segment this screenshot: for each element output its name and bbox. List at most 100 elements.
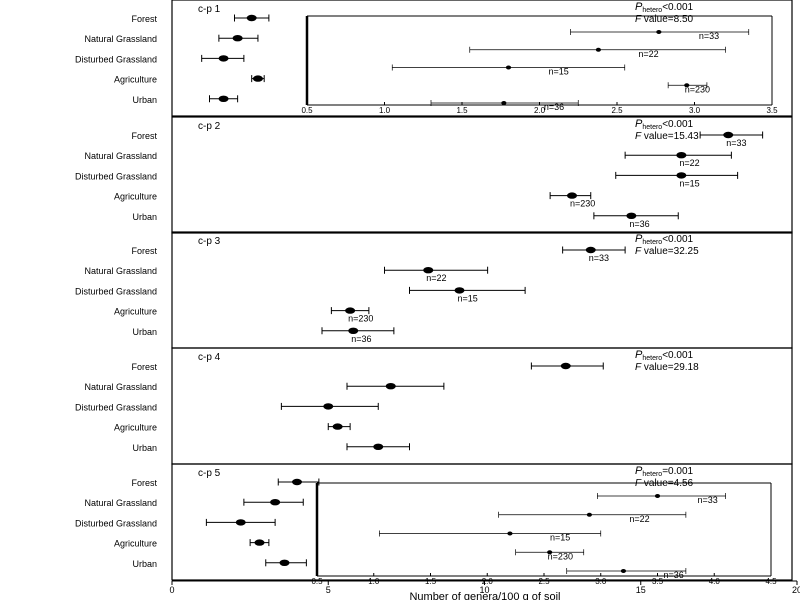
category-label: Disturbed Grassland	[75, 518, 157, 528]
inset-plot: 0.5 1.0 1.5 2.0 2.5 3.0 3.5 n=33 n=22 n=15 n=230 n=…	[301, 15, 778, 115]
n-label: n=33	[726, 138, 746, 148]
mean-point-2	[505, 65, 512, 70]
x-tick-label: 0	[169, 585, 174, 595]
mean-point-3	[567, 192, 577, 199]
x-tick-label: 15	[636, 585, 646, 595]
category-label: Natural Grassland	[84, 266, 157, 276]
category-label: Agriculture	[114, 307, 157, 317]
inset-n-label: n=33	[698, 495, 718, 505]
mean-point-0	[292, 478, 302, 486]
category-label: Agriculture	[114, 192, 157, 202]
category-label: Urban	[132, 443, 157, 453]
category-label: Forest	[131, 362, 157, 372]
mean-point-2	[218, 55, 229, 62]
mean-point-1	[676, 152, 687, 159]
mean-point-0	[723, 131, 734, 139]
inset-n-label: n=230	[548, 551, 573, 561]
mean-point-4	[501, 101, 507, 105]
mean-point-3	[345, 307, 356, 314]
mean-point-1	[232, 35, 243, 42]
panel-title: c-p 3	[198, 236, 221, 247]
inset-n-label: n=22	[629, 514, 649, 524]
mean-point-4	[279, 559, 290, 566]
inset-tick-label: 1.0	[379, 106, 391, 115]
category-label: Disturbed Grassland	[75, 286, 157, 296]
x-tick-label: 10	[479, 585, 489, 595]
x-axis-label: Number of genera/100 g of soil	[409, 591, 560, 600]
category-label: Natural Grassland	[84, 498, 157, 508]
n-label: n=36	[351, 334, 371, 344]
x-tick-label: 5	[326, 585, 331, 595]
mean-point-2	[323, 403, 334, 410]
panel-frame	[171, 463, 793, 581]
mean-point-3	[332, 423, 343, 430]
mean-point-4	[348, 327, 359, 334]
category-label: Forest	[131, 131, 157, 141]
inset-tick-label: 2.5	[611, 106, 623, 115]
inset-n-label: n=33	[699, 31, 719, 41]
mean-point-0	[585, 246, 596, 254]
panel-title: c-p 5	[198, 468, 221, 479]
category-label: Urban	[132, 95, 157, 105]
category-label: Forest	[131, 246, 157, 256]
panel-frame	[171, 0, 793, 117]
mean-point-4	[620, 569, 627, 573]
mean-point-1	[270, 499, 281, 506]
mean-point-3	[547, 550, 553, 555]
mean-point-3	[252, 75, 263, 82]
category-label: Agriculture	[114, 539, 157, 549]
mean-point-2	[676, 172, 687, 179]
n-label: n=230	[570, 199, 595, 209]
stat-p-value: Phetero<0.001	[635, 118, 694, 131]
inset-tick-label: 2.0	[534, 106, 546, 115]
stat-f-value: F value=29.18	[635, 362, 699, 373]
stat-f-value: F value=15.43	[635, 131, 699, 142]
category-label: Agriculture	[114, 423, 157, 433]
x-tick-label: 20	[792, 585, 800, 595]
inset-tick-label: 0.5	[301, 106, 313, 115]
mean-point-2	[507, 531, 513, 536]
panel-title: c-p 1	[198, 4, 221, 15]
mean-point-1	[595, 47, 602, 52]
inset-n-label: n=15	[549, 67, 569, 77]
inset-n-label: n=36	[663, 570, 683, 580]
mean-point-1	[586, 512, 593, 517]
mean-point-2	[235, 519, 246, 526]
category-label: Disturbed Grassland	[75, 54, 157, 64]
n-label: n=22	[426, 273, 446, 283]
stat-p-value: Phetero<0.001	[635, 349, 694, 362]
panel-frame	[171, 347, 793, 465]
n-label: n=36	[629, 219, 649, 229]
panel-title: c-p 2	[198, 121, 221, 132]
mean-point-4	[218, 95, 229, 103]
category-label: Agriculture	[114, 75, 157, 85]
category-label: Urban	[132, 559, 157, 569]
inset-tick-label: 1.5	[456, 106, 468, 115]
panel-title: c-p 4	[198, 352, 221, 363]
x-axis: 0 5 10 15 20	[169, 580, 800, 595]
category-label: Natural Grassland	[84, 151, 157, 161]
stat-f-value: F value=32.25	[635, 246, 699, 257]
category-label: Forest	[131, 14, 157, 24]
mean-point-4	[626, 212, 637, 219]
category-label: Disturbed Grassland	[75, 402, 157, 412]
inset-n-label: n=22	[638, 49, 658, 59]
category-label: Urban	[132, 327, 157, 337]
inset-tick-label: 3.0	[689, 106, 701, 115]
stat-p-value: Phetero<0.001	[635, 1, 694, 14]
mean-point-0	[654, 494, 661, 498]
mean-point-0	[246, 14, 257, 22]
n-label: n=15	[458, 293, 478, 303]
inset-n-label: n=15	[550, 533, 570, 543]
stat-p-value: Phetero=0.001	[635, 465, 694, 478]
inset-n-label: n=36	[544, 102, 564, 112]
category-label: Forest	[131, 478, 157, 488]
mean-point-1	[385, 383, 396, 390]
n-label: n=230	[348, 314, 373, 324]
n-label: n=22	[679, 158, 699, 168]
